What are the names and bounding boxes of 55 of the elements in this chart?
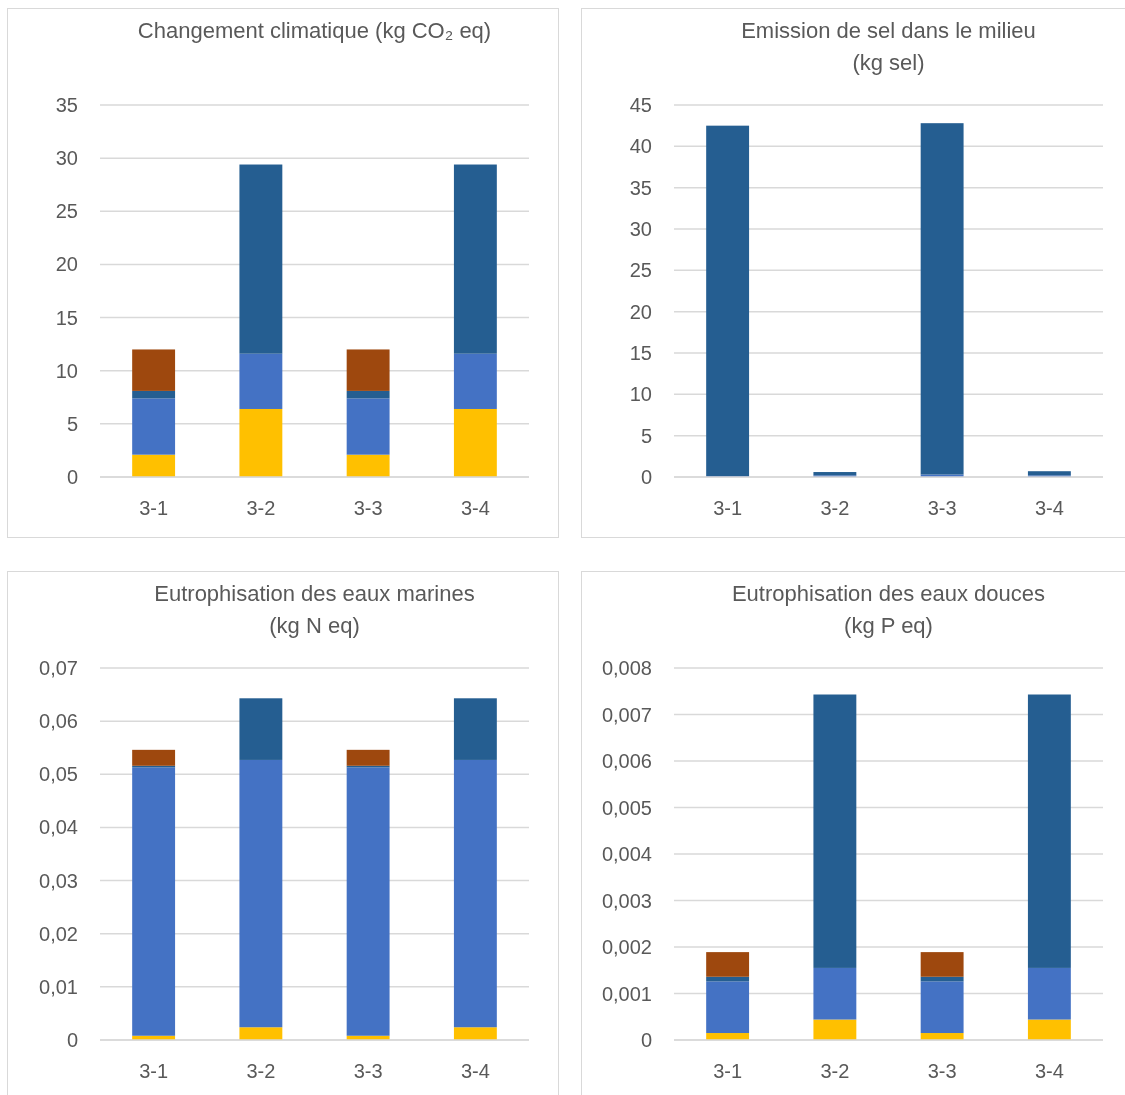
y-tick-label: 0,006: [601, 750, 652, 772]
y-tick-label: 5: [640, 424, 652, 447]
y-tick-label: 0,07: [39, 657, 78, 679]
x-tick-label: 3-2: [820, 497, 850, 519]
y-tick-label: 15: [55, 306, 78, 329]
x-tick-label: 3-2: [246, 497, 276, 519]
x-tick-label: 3-2: [246, 1060, 276, 1082]
y-tick-label: 0,005: [601, 796, 652, 819]
x-tick-label: 3-4: [1034, 1060, 1064, 1082]
y-tick-label: 20: [55, 253, 78, 276]
y-tick-label: 30: [55, 147, 78, 170]
y-tick-label: 40: [629, 135, 652, 158]
y-tick-label: 45: [629, 94, 652, 116]
y-tick-label: 15: [629, 342, 652, 364]
chart-title: Eutrophisation des eaux marines (kg N eq): [154, 581, 475, 638]
y-tick-label: 30: [629, 218, 652, 240]
y-tick-label: 0,05: [39, 763, 78, 786]
x-tick-label: 3-2: [820, 1060, 850, 1082]
x-tick-label: 3-1: [139, 1060, 169, 1082]
y-tick-label: 0: [66, 1029, 78, 1051]
x-tick-label: 3-3: [353, 497, 383, 519]
y-tick-label: 0: [640, 1029, 652, 1051]
y-tick-label: 10: [629, 383, 652, 406]
x-tick-label: 3-3: [927, 1060, 957, 1082]
y-tick-label: 0,03: [39, 869, 78, 892]
x-tick-label: 3-1: [713, 497, 743, 519]
x-tick-label: 3-3: [353, 1060, 383, 1082]
y-tick-label: 0,003: [601, 889, 652, 912]
y-tick-label: 0,04: [39, 816, 78, 839]
y-tick-label: 0,06: [39, 710, 78, 733]
y-tick-label: 0,01: [39, 975, 78, 998]
y-tick-label: 10: [55, 359, 78, 382]
chart-title: Eutrophisation des eaux douces (kg P eq): [731, 581, 1046, 638]
y-tick-label: 0,002: [601, 936, 652, 958]
y-tick-label: 25: [629, 259, 652, 282]
chart-title: Emission de sel dans le milieu (kg sel): [741, 18, 1036, 75]
y-tick-label: 0,02: [39, 922, 78, 945]
y-tick-label: 0,001: [601, 982, 652, 1005]
y-tick-label: 35: [55, 94, 78, 116]
y-tick-label: 25: [55, 200, 78, 223]
x-tick-label: 3-1: [713, 1060, 743, 1082]
x-tick-label: 3-4: [1034, 497, 1064, 519]
y-tick-label: 0,008: [601, 657, 652, 679]
y-tick-label: 0,007: [601, 703, 652, 726]
x-tick-label: 3-3: [927, 497, 957, 519]
chart-title: Changement climatique (kg CO₂ eq): [137, 18, 492, 43]
x-tick-label: 3-4: [460, 1060, 490, 1082]
y-tick-label: 0: [66, 466, 78, 488]
x-tick-label: 3-1: [139, 497, 169, 519]
y-tick-label: 20: [629, 300, 652, 323]
y-tick-label: 0: [640, 466, 652, 488]
y-tick-label: 35: [629, 176, 652, 199]
y-tick-label: 0,004: [601, 843, 652, 865]
x-tick-label: 3-4: [460, 497, 490, 519]
y-tick-label: 5: [66, 412, 78, 435]
